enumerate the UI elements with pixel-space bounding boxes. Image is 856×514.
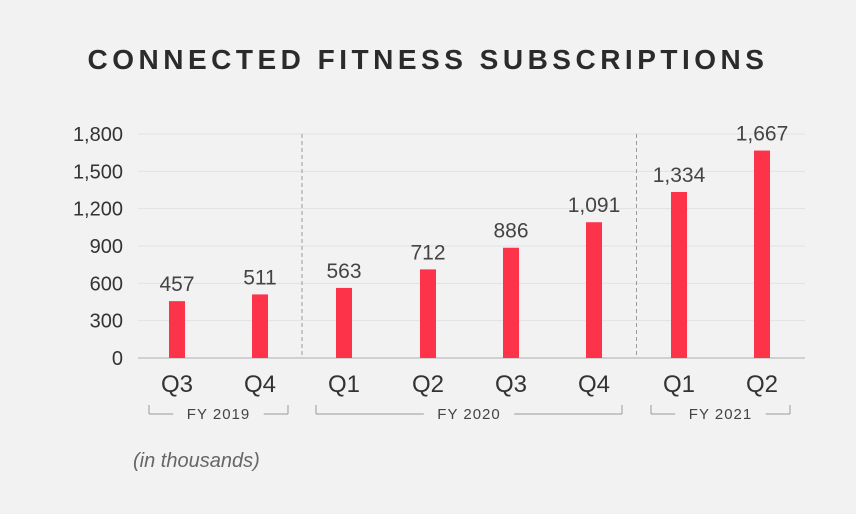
bar: [336, 287, 352, 358]
x-tick-label: Q1: [328, 371, 360, 398]
data-label: 712: [410, 241, 445, 264]
data-label: 511: [243, 266, 276, 289]
bar: [503, 247, 519, 358]
x-tick-label: Q2: [746, 371, 778, 398]
unit-note: (in thousands): [133, 450, 260, 472]
data-label: 1,334: [653, 164, 706, 187]
x-tick-label: Q1: [663, 371, 695, 398]
data-label: 457: [159, 273, 194, 296]
data-label: 886: [493, 220, 528, 243]
x-tick-label: Q4: [244, 371, 276, 398]
x-tick-label: Q3: [495, 371, 527, 398]
y-tick-label: 1,800: [73, 124, 123, 146]
data-label: 1,091: [568, 194, 621, 217]
fiscal-year-label: FY 2021: [689, 406, 752, 423]
bar: [586, 222, 602, 358]
bar: [671, 191, 687, 358]
y-tick-label: 900: [90, 236, 123, 258]
chart-title: CONNECTED FITNESS SUBSCRIPTIONS: [87, 44, 769, 75]
y-tick-label: 1,500: [73, 161, 123, 183]
y-tick-label: 600: [90, 273, 123, 295]
bar: [754, 150, 770, 358]
data-label: 1,667: [736, 123, 789, 146]
y-tick-label: 0: [112, 348, 123, 370]
y-tick-label: 1,200: [73, 199, 123, 221]
data-label: 563: [326, 260, 361, 283]
bar: [169, 301, 185, 358]
bar: [252, 294, 268, 358]
x-tick-label: Q3: [161, 371, 193, 398]
bar: [420, 269, 436, 358]
fiscal-year-label: FY 2020: [437, 406, 500, 423]
x-tick-label: Q2: [412, 371, 444, 398]
y-tick-label: 300: [90, 311, 123, 333]
fiscal-year-label: FY 2019: [187, 406, 250, 423]
x-tick-label: Q4: [578, 371, 610, 398]
